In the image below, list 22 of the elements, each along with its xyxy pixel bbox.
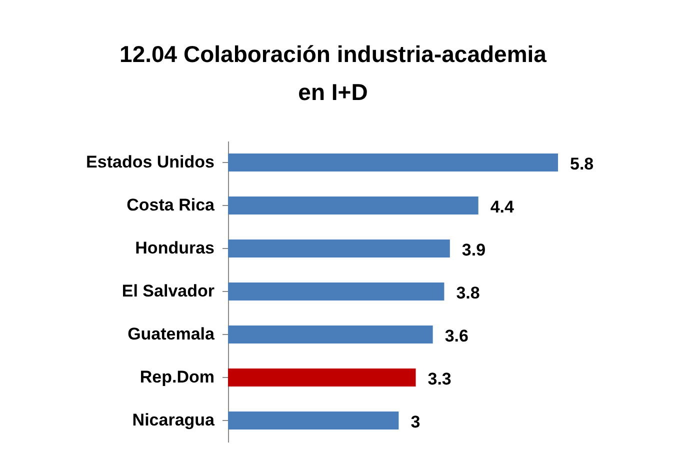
y-tick-label: Costa Rica <box>126 196 216 214</box>
bar <box>228 325 433 344</box>
data-label: 3.8 <box>456 284 480 302</box>
data-label: 5.8 <box>570 154 594 174</box>
bar <box>228 196 478 215</box>
y-tick-label: Estados Unidos <box>86 152 214 172</box>
data-label: 3.3 <box>428 370 452 388</box>
data-label: 3 <box>410 412 420 432</box>
bar <box>228 153 558 172</box>
y-tick-label: El Salvador <box>122 282 215 300</box>
bar <box>228 282 444 301</box>
bar <box>228 239 450 258</box>
y-tick-label: Guatemala <box>128 324 216 344</box>
bar <box>228 368 416 387</box>
bar <box>228 411 399 430</box>
y-tick-label: Honduras <box>135 238 214 258</box>
y-tick-label: Nicaragua <box>132 410 216 430</box>
data-label: 3.9 <box>462 240 486 260</box>
y-tick-label: Rep.Dom <box>140 368 214 386</box>
data-label: 4.4 <box>490 198 515 216</box>
data-label: 3.6 <box>444 326 468 346</box>
chart-title: 12.04 Colaboración industria-academia en I+D <box>120 41 547 105</box>
